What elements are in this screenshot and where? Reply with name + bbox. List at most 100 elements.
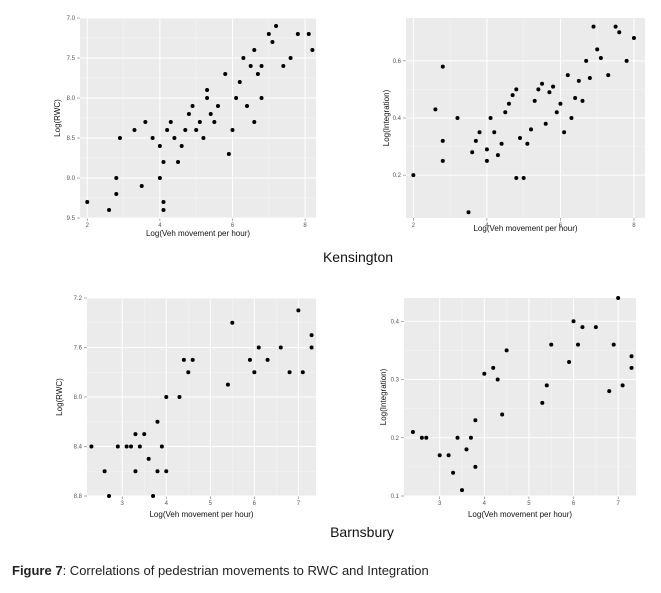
data-point bbox=[124, 444, 129, 449]
data-point bbox=[107, 494, 112, 498]
data-point bbox=[168, 120, 173, 124]
y-tick-label: 8.5 bbox=[67, 136, 76, 142]
data-point bbox=[252, 48, 257, 52]
data-point bbox=[540, 81, 545, 86]
data-point bbox=[161, 200, 166, 204]
data-point bbox=[532, 98, 537, 103]
data-point bbox=[514, 176, 519, 180]
data-point bbox=[473, 464, 478, 469]
data-point bbox=[437, 453, 442, 458]
data-point bbox=[296, 308, 301, 313]
x-tick-label: 5 bbox=[527, 501, 531, 507]
data-point bbox=[241, 56, 246, 60]
data-point bbox=[212, 120, 217, 124]
data-point bbox=[186, 370, 191, 375]
data-point bbox=[540, 400, 545, 405]
x-tick-label: 4 bbox=[485, 223, 489, 229]
data-point bbox=[190, 104, 195, 108]
data-point bbox=[237, 80, 242, 84]
data-point bbox=[482, 371, 487, 376]
data-point bbox=[245, 104, 250, 108]
data-point bbox=[259, 64, 264, 68]
data-point bbox=[287, 370, 292, 375]
data-point bbox=[529, 127, 534, 132]
data-point bbox=[176, 160, 181, 164]
y-tick-label: 0.6 bbox=[393, 59, 402, 65]
site-label-barnsbury: Barnsbury bbox=[330, 524, 394, 540]
data-point bbox=[477, 130, 482, 135]
data-point bbox=[491, 365, 496, 370]
x-tick-label: 2 bbox=[86, 223, 90, 229]
data-point bbox=[473, 418, 478, 423]
data-point bbox=[411, 173, 416, 178]
data-point bbox=[506, 101, 511, 106]
data-point bbox=[155, 469, 160, 474]
x-axis-label: Log(Veh movement per hour) bbox=[146, 229, 250, 238]
y-tick-label: 8.8 bbox=[74, 494, 83, 500]
data-point bbox=[569, 116, 574, 120]
data-point bbox=[629, 365, 634, 370]
data-point bbox=[252, 120, 257, 124]
data-point bbox=[159, 444, 164, 449]
data-point bbox=[278, 345, 283, 350]
data-point bbox=[460, 488, 464, 493]
data-point bbox=[143, 120, 148, 124]
data-point bbox=[205, 96, 210, 100]
data-point bbox=[488, 116, 493, 120]
y-tick-label: 7.0 bbox=[67, 16, 76, 22]
data-point bbox=[473, 138, 478, 143]
data-point bbox=[164, 469, 169, 474]
data-point bbox=[466, 210, 471, 215]
data-point bbox=[629, 354, 634, 359]
data-point bbox=[223, 72, 228, 76]
data-point bbox=[177, 395, 182, 399]
data-point bbox=[247, 357, 252, 362]
data-point bbox=[270, 40, 275, 44]
data-point bbox=[543, 121, 548, 126]
data-point bbox=[142, 432, 147, 437]
data-point bbox=[115, 444, 120, 449]
y-tick-label: 0.3 bbox=[391, 378, 400, 384]
data-point bbox=[186, 112, 191, 116]
data-point bbox=[194, 128, 199, 132]
data-point bbox=[617, 30, 622, 35]
data-point bbox=[440, 138, 445, 143]
data-point bbox=[259, 96, 264, 100]
data-point bbox=[146, 456, 151, 461]
data-point bbox=[161, 160, 166, 164]
data-point bbox=[503, 110, 508, 115]
data-point bbox=[85, 200, 90, 204]
data-point bbox=[265, 357, 270, 362]
data-point bbox=[613, 24, 618, 29]
data-point bbox=[155, 419, 160, 424]
y-tick-label: 0.2 bbox=[391, 436, 400, 442]
data-point bbox=[107, 208, 112, 212]
data-point bbox=[499, 141, 504, 146]
data-point bbox=[132, 128, 137, 132]
data-point bbox=[591, 24, 596, 29]
data-point bbox=[558, 101, 563, 106]
x-tick-label: 6 bbox=[231, 223, 235, 229]
data-point bbox=[567, 360, 572, 365]
data-point bbox=[129, 444, 134, 449]
data-point bbox=[139, 184, 144, 188]
data-point bbox=[165, 128, 170, 132]
data-point bbox=[517, 136, 522, 140]
data-point bbox=[172, 136, 177, 140]
data-point bbox=[255, 72, 260, 76]
data-point bbox=[536, 87, 541, 92]
x-tick-label: 7 bbox=[297, 501, 301, 507]
y-tick-label: 7.6 bbox=[74, 346, 83, 352]
data-point bbox=[595, 47, 600, 52]
data-point bbox=[451, 470, 456, 475]
data-point bbox=[225, 382, 230, 387]
data-point bbox=[606, 73, 611, 78]
data-point bbox=[573, 96, 578, 100]
data-point bbox=[616, 296, 621, 300]
data-point bbox=[484, 147, 489, 152]
data-point bbox=[521, 176, 526, 180]
data-point bbox=[419, 435, 424, 440]
data-point bbox=[306, 32, 311, 36]
y-tick-label: 8.0 bbox=[74, 395, 83, 401]
